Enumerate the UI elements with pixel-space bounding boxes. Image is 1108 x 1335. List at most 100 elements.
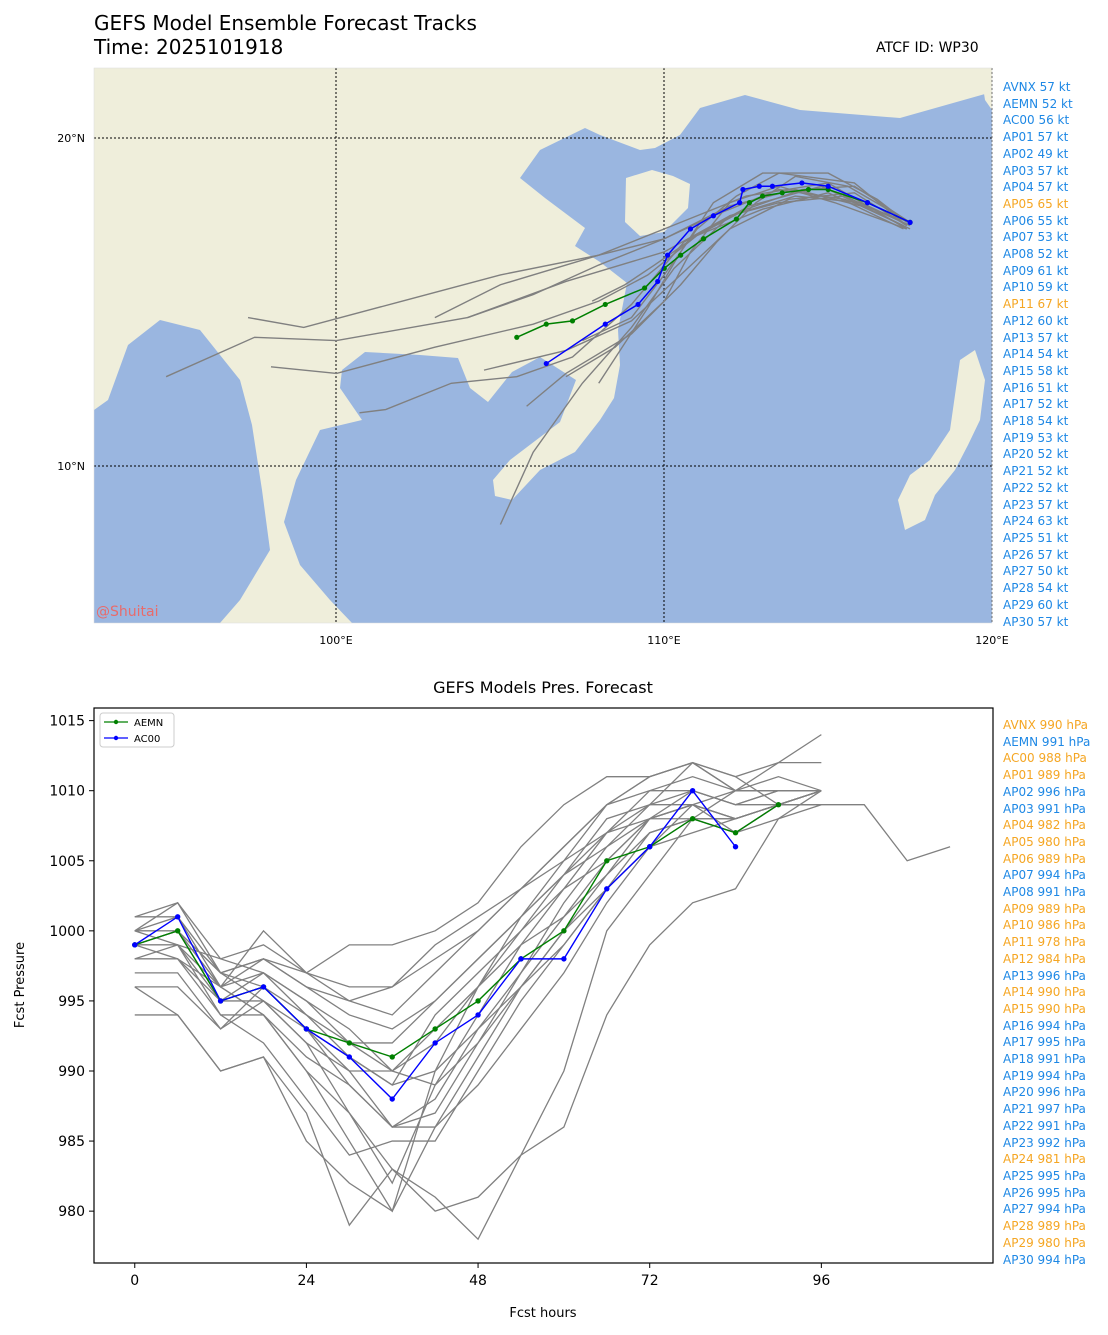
pressure-legend-item-23: AP21 997 hPa — [1003, 1102, 1086, 1117]
wind-legend-item-8: AP06 55 kt — [1003, 213, 1069, 228]
aemn-pressure-point — [389, 1054, 395, 1060]
ensemble-track-10 — [565, 185, 908, 378]
ac00-track-point — [769, 183, 776, 189]
wind-legend-item-7: AP05 65 kt — [1003, 196, 1069, 211]
aemn-track-point — [779, 190, 785, 196]
wind-legend-item-32: AP30 57 kt — [1003, 614, 1069, 629]
wind-legend-item-12: AP10 59 kt — [1003, 280, 1069, 295]
lon-label-110e: 110°E — [647, 634, 680, 647]
wind-legend-item-29: AP27 50 kt — [1003, 564, 1069, 579]
pressure-legend-item-29: AP27 994 hPa — [1003, 1202, 1086, 1217]
y-tick-label: 1010 — [49, 784, 85, 800]
ac00-pressure-point — [432, 1040, 438, 1046]
pressure-legend-item-5: AP03 991 hPa — [1003, 801, 1086, 816]
x-tick-label: 72 — [641, 1273, 659, 1289]
ac00-pressure-point — [346, 1054, 353, 1060]
ensemble-pressure-7 — [134, 790, 822, 1227]
aemn-pressure-point — [561, 928, 567, 934]
wind-legend-item-6: AP04 57 kt — [1003, 180, 1069, 195]
ac00-track-point — [664, 252, 671, 258]
pressure-legend-item-0: AVNX 990 hPa — [1003, 718, 1089, 732]
ac00-track-point — [799, 180, 805, 186]
legend-marker-ac00 — [113, 735, 119, 741]
ensemble-track-12 — [591, 185, 911, 302]
legend-label-ac00: AC00 — [134, 734, 160, 745]
pressure-legend-item-31: AP29 980 hPa — [1003, 1235, 1086, 1250]
pressure-legend-item-19: AP17 995 hPa — [1003, 1035, 1086, 1050]
wind-legend-item-28: AP26 57 kt — [1003, 547, 1069, 562]
ac00-track-point — [710, 213, 717, 219]
pressure-chart-title: GEFS Models Pres. Forecast — [433, 678, 653, 697]
ac00-pressure-point — [561, 956, 567, 962]
pressure-legend-item-7: AP05 980 hPa — [1003, 834, 1086, 849]
x-tick-label: 48 — [469, 1273, 487, 1289]
aemn-track-point — [543, 321, 549, 327]
legend-marker-aemn — [113, 719, 119, 725]
land — [94, 68, 992, 623]
aemn-pressure-point — [689, 816, 696, 822]
ac00-pressure-point — [174, 914, 181, 920]
wind-legend-item-3: AP01 57 kt — [1003, 130, 1069, 145]
ac00-pressure-point — [260, 984, 267, 990]
pressure-legend-item-24: AP22 991 hPa — [1003, 1118, 1086, 1133]
wind-legend-item-27: AP25 51 kt — [1003, 530, 1069, 545]
ensemble-track-8 — [526, 175, 911, 407]
lat-label-10n: 10°N — [57, 460, 85, 473]
track-map: 20°N 10°N 100°E 110°E 120°E @Shuitai — [57, 67, 1009, 647]
pressure-legend-item-9: AP07 994 hPa — [1003, 868, 1086, 883]
pressure-legend-item-21: AP19 994 hPa — [1003, 1068, 1086, 1083]
y-tick-label: 995 — [58, 994, 85, 1010]
lon-label-100e: 100°E — [319, 634, 352, 647]
aemn-track — [516, 188, 911, 338]
pressure-legend-item-25: AP23 992 hPa — [1003, 1135, 1086, 1150]
pressure-legend-item-20: AP18 991 hPa — [1003, 1052, 1086, 1067]
wind-legend-item-20: AP18 54 kt — [1003, 414, 1069, 429]
plot-frame — [93, 707, 994, 1264]
wind-legend-item-19: AP17 52 kt — [1003, 397, 1069, 412]
wind-legend-item-21: AP19 53 kt — [1003, 430, 1069, 445]
ac00-track-point — [687, 226, 694, 232]
mainland — [94, 68, 992, 623]
y-tick-label: 985 — [58, 1134, 85, 1150]
ensemble-track-0 — [165, 195, 911, 378]
pressure-chart: GEFS Models Pres. Forecast 0 24 48 72 96 980 9… — [13, 678, 994, 1321]
pressure-legend-item-18: AP16 994 hPa — [1003, 1018, 1086, 1033]
atcf-id-label: ATCF ID: WP30 — [876, 40, 979, 56]
pressure-legend-item-12: AP10 986 hPa — [1003, 918, 1086, 933]
pressure-legend-item-17: AP15 990 hPa — [1003, 1001, 1086, 1016]
wind-legend-item-31: AP29 60 kt — [1003, 597, 1069, 612]
ac00-track-point — [602, 321, 608, 327]
pressure-legend-item-13: AP11 978 hPa — [1003, 935, 1086, 950]
pressure-legend-item-4: AP02 996 hPa — [1003, 784, 1086, 799]
wind-legend-item-14: AP12 60 kt — [1003, 313, 1069, 328]
track-lines — [165, 172, 913, 525]
pressure-legend-item-22: AP20 996 hPa — [1003, 1085, 1086, 1100]
wind-legend-item-1: AEMN 52 kt — [1003, 96, 1073, 111]
x-tick-label: 0 — [130, 1273, 139, 1289]
pressure-legend-item-6: AP04 982 hPa — [1003, 818, 1086, 833]
lat-label-20n: 20°N — [57, 132, 85, 145]
inner-legend: AEMN AC00 — [99, 712, 175, 748]
wind-legend-item-10: AP08 52 kt — [1003, 247, 1069, 262]
pressure-legend-item-26: AP24 981 hPa — [1003, 1152, 1086, 1167]
pressure-legend-item-14: AP12 984 hPa — [1003, 951, 1086, 966]
y-tick-label: 990 — [58, 1064, 85, 1080]
y-tick-label: 1000 — [49, 924, 85, 940]
wind-legend-item-5: AP03 57 kt — [1003, 163, 1069, 178]
ensemble-pressure-10 — [134, 761, 822, 988]
wind-legend-item-9: AP07 53 kt — [1003, 230, 1069, 245]
wind-legend-item-25: AP23 57 kt — [1003, 497, 1069, 512]
ac00-pressure-point — [732, 844, 739, 850]
time-label: Time: 2025101918 — [94, 35, 284, 59]
wind-legend: AVNX 57 kt AEMN 52 kt AC00 56 kt AP01 57 kt… — [1003, 79, 1073, 630]
taiwan — [980, 68, 992, 110]
aemn-track-point — [805, 186, 812, 193]
pressure-lines — [132, 734, 951, 1241]
aemn-pressure-point — [732, 830, 739, 836]
ac00-pressure-point — [689, 787, 696, 794]
aemn-pressure-point — [604, 858, 610, 864]
aemn-track-point — [678, 252, 684, 258]
ac00-pressure-point — [475, 1012, 481, 1018]
pressure-legend: AVNX 990 hPa AEMN 991 hPa AC00 988 hPa AP01… — [1003, 717, 1090, 1268]
wind-legend-item-11: AP09 61 kt — [1003, 263, 1069, 278]
